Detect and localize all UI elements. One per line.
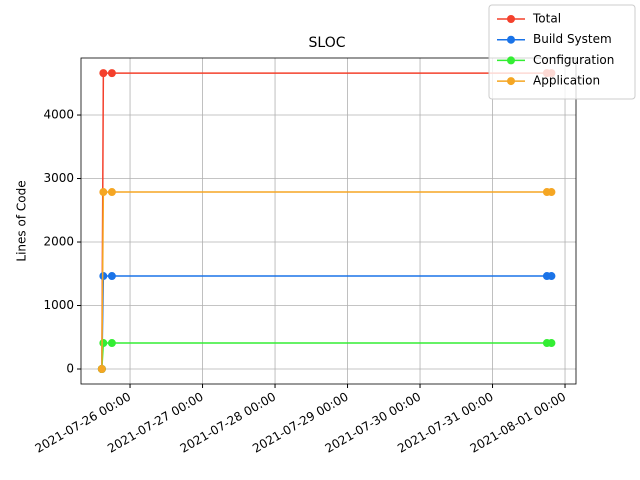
series-line [101,72,552,370]
legend-label: Configuration [533,53,614,67]
data-point [547,339,556,348]
legend-box [488,4,636,100]
data-point [99,69,108,78]
legend-marker [507,77,515,86]
y-tick-label: 3000 [43,171,74,185]
chart-title: SLOC [309,35,346,51]
y-tick-label: 0 [66,362,74,376]
data-point [99,339,108,348]
legend-marker [507,56,515,65]
data-point [97,365,106,374]
y-axis-label: Lines of Code [15,180,29,261]
data-point [107,272,116,281]
data-point [107,188,116,197]
legend-marker [507,15,515,23]
data-point [107,69,116,78]
data-point [547,272,556,281]
data-point [99,188,108,197]
plot-frame [80,57,577,385]
legend-label: Application [533,74,600,88]
series-line [101,275,552,370]
data-point [547,188,556,197]
y-tick-label: 1000 [43,298,74,312]
legend-label: Build System [533,32,612,46]
legend-marker [507,35,515,44]
grid [81,58,576,384]
series-line [101,342,552,370]
legend-label: Total [532,12,561,26]
y-tick-label: 4000 [43,108,74,122]
y-tick-label: 2000 [43,235,74,249]
data-point [107,339,116,348]
legend: Total Build System Configuration Applicatio… [488,4,636,100]
